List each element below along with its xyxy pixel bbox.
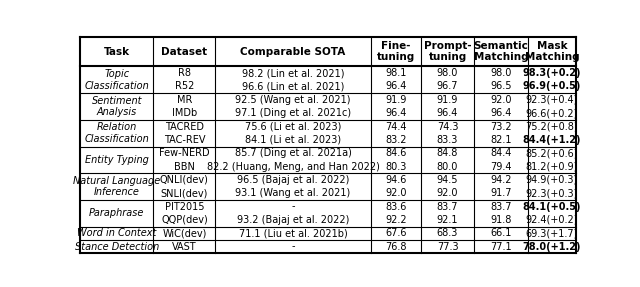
Text: Comparable SOTA: Comparable SOTA	[241, 46, 346, 57]
Text: 76.8: 76.8	[385, 242, 406, 251]
Text: 94.6: 94.6	[385, 175, 406, 185]
Text: 98.3(+0.2): 98.3(+0.2)	[523, 68, 581, 78]
Text: 81.2(+0.9): 81.2(+0.9)	[525, 162, 578, 172]
Text: 84.6: 84.6	[385, 148, 406, 158]
Text: R52: R52	[175, 82, 194, 92]
Text: PIT2015: PIT2015	[164, 201, 204, 212]
Text: 94.5: 94.5	[436, 175, 458, 185]
Text: 84.1 (Li et al. 2023): 84.1 (Li et al. 2023)	[245, 135, 341, 145]
Text: 96.5: 96.5	[490, 82, 511, 92]
Text: 66.1: 66.1	[490, 228, 511, 238]
Text: 83.3: 83.3	[437, 135, 458, 145]
Text: 85.7 (Ding et al. 2021a): 85.7 (Ding et al. 2021a)	[235, 148, 351, 158]
Text: 84.4: 84.4	[490, 148, 511, 158]
Text: 92.0: 92.0	[385, 188, 406, 198]
Text: 98.2 (Lin et al. 2021): 98.2 (Lin et al. 2021)	[242, 68, 344, 78]
Text: 94.2: 94.2	[490, 175, 511, 185]
Text: 96.4: 96.4	[385, 108, 406, 118]
Text: 80.3: 80.3	[385, 162, 406, 172]
Text: 96.6(+0.2): 96.6(+0.2)	[525, 108, 578, 118]
Text: 84.8: 84.8	[437, 148, 458, 158]
Text: 96.5 (Bajaj et al. 2022): 96.5 (Bajaj et al. 2022)	[237, 175, 349, 185]
Text: Paraphrase: Paraphrase	[89, 208, 145, 218]
Text: 98.1: 98.1	[385, 68, 406, 78]
Text: 83.7: 83.7	[436, 201, 458, 212]
Text: Relation
Classification: Relation Classification	[84, 122, 149, 144]
Text: 68.3: 68.3	[437, 228, 458, 238]
Text: 92.0: 92.0	[436, 188, 458, 198]
Text: 75.2(+0.8): 75.2(+0.8)	[525, 121, 579, 131]
Text: BBN: BBN	[174, 162, 195, 172]
Text: 96.4: 96.4	[385, 82, 406, 92]
Text: 92.1: 92.1	[436, 215, 458, 225]
Text: 91.8: 91.8	[490, 215, 511, 225]
Text: 91.9: 91.9	[385, 95, 406, 105]
Text: 93.2 (Bajaj et al. 2022): 93.2 (Bajaj et al. 2022)	[237, 215, 349, 225]
Text: 96.9(+0.5): 96.9(+0.5)	[523, 82, 581, 92]
Text: Few-NERD: Few-NERD	[159, 148, 210, 158]
Text: Sentiment
Analysis: Sentiment Analysis	[92, 96, 142, 117]
Text: 83.6: 83.6	[385, 201, 406, 212]
Text: 92.3(+0.4): 92.3(+0.4)	[525, 95, 578, 105]
Text: Fine-
tuning: Fine- tuning	[377, 41, 415, 62]
Text: 82.1: 82.1	[490, 135, 511, 145]
Text: 82.2 (Huang, Meng, and Han 2022): 82.2 (Huang, Meng, and Han 2022)	[207, 162, 380, 172]
Text: 96.4: 96.4	[437, 108, 458, 118]
Text: QQP(dev): QQP(dev)	[161, 215, 208, 225]
Text: 93.1 (Wang et al. 2021): 93.1 (Wang et al. 2021)	[236, 188, 351, 198]
Text: 98.0: 98.0	[437, 68, 458, 78]
Text: 91.9: 91.9	[437, 95, 458, 105]
Text: 92.2: 92.2	[385, 215, 407, 225]
Text: TACRED: TACRED	[165, 121, 204, 131]
Text: 75.6 (Li et al. 2023): 75.6 (Li et al. 2023)	[245, 121, 341, 131]
Text: Topic
Classification: Topic Classification	[84, 69, 149, 91]
Text: 77.3: 77.3	[436, 242, 458, 251]
Text: 85.2(+0.6): 85.2(+0.6)	[525, 148, 578, 158]
Text: 92.3(+0.3): 92.3(+0.3)	[525, 188, 578, 198]
Text: 98.0: 98.0	[490, 68, 511, 78]
Text: R8: R8	[178, 68, 191, 78]
Text: 71.1 (Liu et al. 2021b): 71.1 (Liu et al. 2021b)	[239, 228, 348, 238]
Text: Entity Typing: Entity Typing	[84, 155, 148, 165]
Text: 67.6: 67.6	[385, 228, 406, 238]
Text: 97.1 (Ding et al. 2021c): 97.1 (Ding et al. 2021c)	[235, 108, 351, 118]
Text: IMDb: IMDb	[172, 108, 197, 118]
Text: 73.2: 73.2	[490, 121, 511, 131]
Text: 96.6 (Lin et al. 2021): 96.6 (Lin et al. 2021)	[242, 82, 344, 92]
Text: 78.0(+1.2): 78.0(+1.2)	[523, 242, 581, 251]
Text: 69.3(+1.7): 69.3(+1.7)	[525, 228, 578, 238]
Text: 83.2: 83.2	[385, 135, 406, 145]
Text: 74.4: 74.4	[385, 121, 406, 131]
Text: VAST: VAST	[172, 242, 196, 251]
Text: 84.1(+0.5): 84.1(+0.5)	[523, 201, 581, 212]
Text: 92.4(+0.2): 92.4(+0.2)	[525, 215, 578, 225]
Text: 92.5 (Wang et al. 2021): 92.5 (Wang et al. 2021)	[236, 95, 351, 105]
Text: 94.9(+0.3): 94.9(+0.3)	[526, 175, 578, 185]
Text: Mask
Matching: Mask Matching	[525, 41, 579, 62]
Text: 91.7: 91.7	[490, 188, 511, 198]
Text: Dataset: Dataset	[161, 46, 207, 57]
Text: Stance Detection: Stance Detection	[75, 242, 159, 251]
Text: 77.1: 77.1	[490, 242, 511, 251]
Text: Natural Language
Inference: Natural Language Inference	[73, 176, 161, 197]
Text: -: -	[291, 201, 295, 212]
Text: MR: MR	[177, 95, 192, 105]
Text: TAC-REV: TAC-REV	[164, 135, 205, 145]
Text: 96.4: 96.4	[490, 108, 511, 118]
Text: -: -	[291, 242, 295, 251]
Text: 74.3: 74.3	[436, 121, 458, 131]
Text: 83.7: 83.7	[490, 201, 511, 212]
Text: 79.4: 79.4	[490, 162, 511, 172]
Text: Word in Context: Word in Context	[77, 228, 156, 238]
Text: WiC(dev): WiC(dev)	[162, 228, 207, 238]
Text: Task: Task	[104, 46, 130, 57]
Text: 92.0: 92.0	[490, 95, 511, 105]
Text: Prompt-
tuning: Prompt- tuning	[424, 41, 471, 62]
Text: Semantic
Matching: Semantic Matching	[474, 41, 528, 62]
Text: QNLI(dev): QNLI(dev)	[160, 175, 209, 185]
Text: 96.7: 96.7	[436, 82, 458, 92]
Text: 84.4(+1.2): 84.4(+1.2)	[523, 135, 581, 145]
Text: SNLI(dev): SNLI(dev)	[161, 188, 208, 198]
Text: 80.0: 80.0	[437, 162, 458, 172]
